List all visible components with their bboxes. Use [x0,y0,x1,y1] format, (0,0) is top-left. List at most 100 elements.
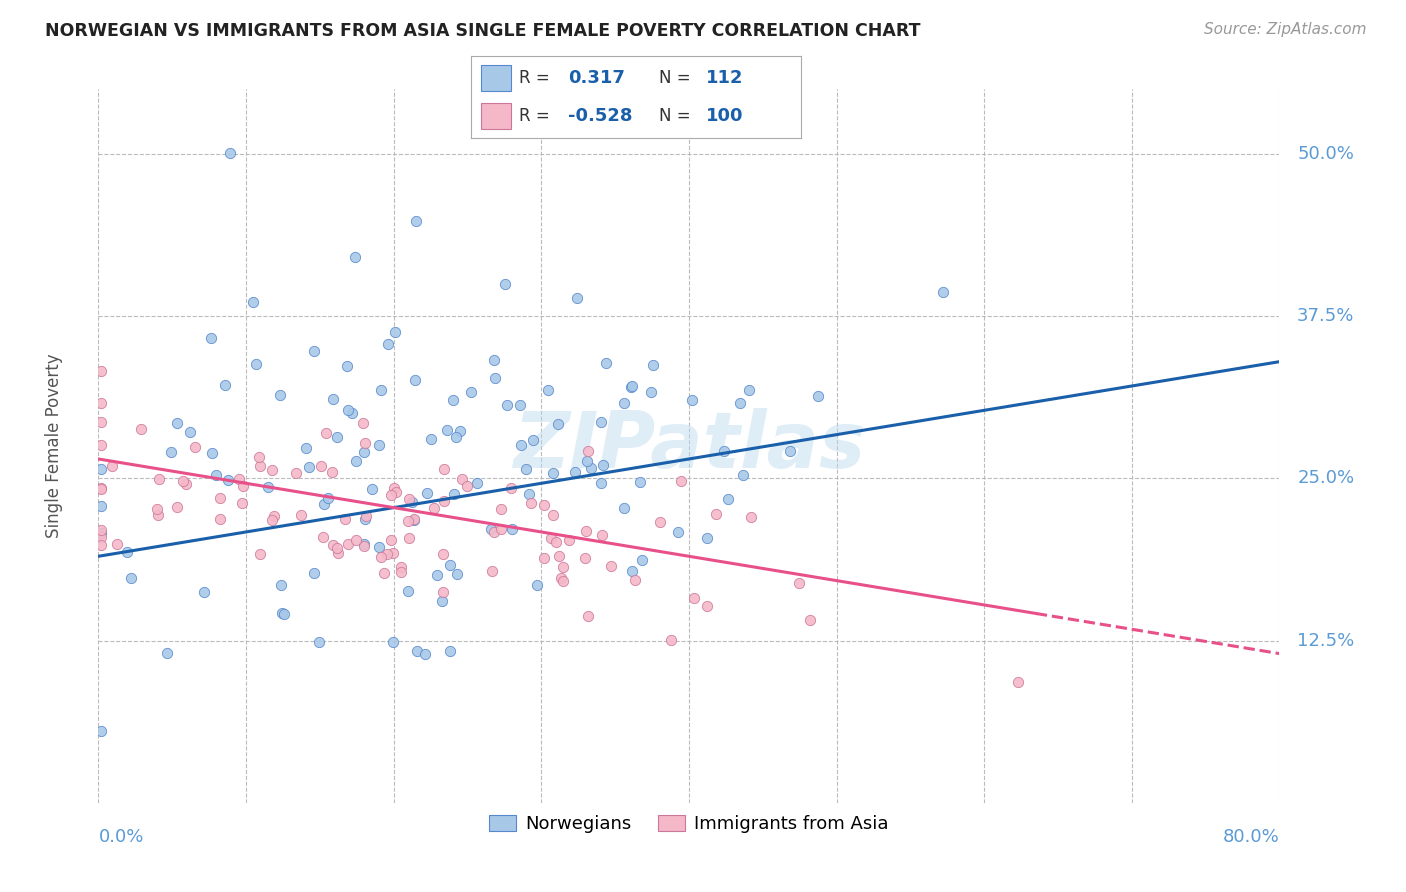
Point [422,501,444,516]
Text: 112: 112 [706,70,744,87]
Point [380,488,402,502]
Point [242,295,264,310]
Point [441,392,464,407]
Point [90,461,112,475]
Point [541,467,564,481]
Legend: Norwegians, Immigrants from Asia: Norwegians, Immigrants from Asia [482,807,896,840]
Point [343,250,366,264]
Point [90,415,112,429]
Point [290,508,312,523]
Point [628,475,651,489]
Point [460,385,482,400]
Point [564,465,586,479]
Point [309,458,332,473]
Point [404,373,426,387]
Point [522,433,544,447]
Point [494,277,516,291]
Point [90,526,112,541]
Point [413,647,436,661]
Point [90,482,112,496]
Point [375,547,398,561]
Point [621,378,644,392]
Point [491,502,513,516]
Point [540,531,562,545]
Text: N =: N = [659,70,690,87]
Point [201,446,224,460]
Point [208,491,231,505]
Point [346,454,368,468]
Point [370,384,392,398]
Point [436,423,458,437]
Point [740,509,762,524]
Point [129,422,152,436]
Point [166,416,188,430]
Point [354,436,377,450]
Point [592,458,614,472]
Point [716,491,738,506]
Point [439,558,461,572]
Point [315,426,337,441]
Point [401,495,423,509]
Point [779,444,801,458]
Point [90,438,112,452]
Point [787,576,810,591]
Point [510,438,533,452]
Point [336,403,359,417]
Point [444,430,467,444]
Point [249,547,271,561]
Point [90,530,112,544]
Point [465,476,488,491]
Point [370,550,392,565]
Point [541,508,564,523]
Point [352,416,374,430]
Point [591,527,613,541]
Point [681,393,703,408]
Point [575,524,598,538]
Point [733,468,755,483]
Point [641,359,664,373]
Point [166,500,188,514]
Point [1007,674,1029,689]
Point [430,593,453,607]
Point [396,515,419,529]
Point [433,461,456,475]
Point [807,389,830,403]
Point [205,467,228,482]
Point [533,499,555,513]
Text: 80.0%: 80.0% [1223,828,1279,846]
Point [298,460,321,475]
Point [576,454,599,468]
Point [148,472,170,486]
Point [537,384,560,398]
Point [406,644,429,658]
Point [184,440,207,454]
Point [931,285,953,300]
Point [385,485,408,500]
Text: NORWEGIAN VS IMMIGRANTS FROM ASIA SINGLE FEMALE POVERTY CORRELATION CHART: NORWEGIAN VS IMMIGRANTS FROM ASIA SINGLE… [45,22,921,40]
Point [551,574,574,588]
Point [382,482,405,496]
Point [713,444,735,458]
Point [200,331,222,345]
Point [384,325,406,339]
Point [526,578,548,592]
Point [101,459,124,474]
Point [120,571,142,585]
Point [449,425,471,439]
Point [479,522,502,536]
Point [156,646,179,660]
Point [533,551,555,566]
Point [517,487,540,501]
Text: 37.5%: 37.5% [1298,307,1354,326]
Point [105,537,128,551]
Point [193,584,215,599]
Point [160,445,183,459]
Point [373,566,395,581]
Point [179,425,201,439]
Point [433,493,456,508]
Point [624,573,647,587]
Point [247,450,270,465]
Point [270,577,292,591]
Point [322,392,344,407]
Point [294,441,316,455]
